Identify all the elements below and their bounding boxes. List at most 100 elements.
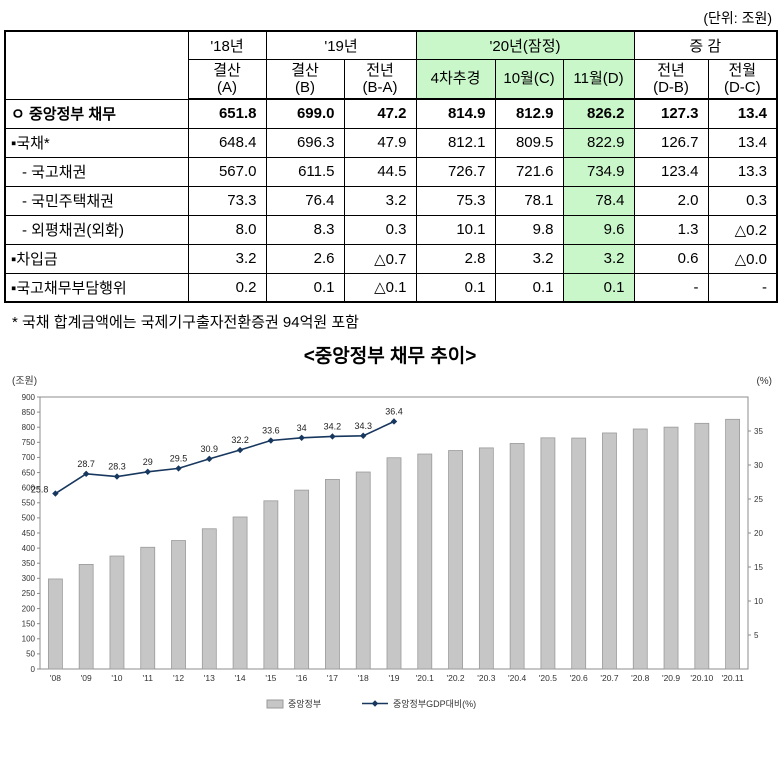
row-label: - 외평채권(외화) bbox=[4, 214, 189, 245]
col-sub-header: 11월(D) bbox=[562, 58, 635, 100]
table-body: ㅇ 중앙정부 채무 651.8 699.0 47.2 814.9 812.9 826.2 12… bbox=[4, 98, 778, 303]
cell-value: 0.1 bbox=[562, 272, 635, 303]
line-data-label: 25.8 bbox=[31, 485, 49, 495]
table-header: '18년 '19년 '20년(잠정) 증 감 결산 (A) 결산 (B) 전년 (B-A)… bbox=[4, 30, 778, 100]
right-tick-label: 30 bbox=[754, 461, 763, 470]
cell-value: 1.3 bbox=[633, 214, 709, 245]
table-header-groups: '18년 '19년 '20년(잠정) 증 감 bbox=[4, 30, 778, 100]
row-label: ▪차입금 bbox=[4, 243, 189, 274]
x-tick-label: '18 bbox=[358, 673, 369, 683]
cell-value: 9.8 bbox=[494, 214, 564, 245]
table-row: - 국민주택채권 73.3 76.4 3.2 75.3 78.1 78.4 2.0 0.3 bbox=[4, 185, 778, 216]
cell-value: 822.9 bbox=[562, 127, 635, 158]
unit-note: (단위: 조원) bbox=[703, 10, 772, 26]
bar bbox=[694, 422, 710, 670]
right-tick-label: 5 bbox=[754, 631, 759, 640]
line-marker-icon bbox=[175, 465, 182, 472]
col-sub-header: 10월(C) bbox=[494, 58, 564, 100]
line-marker-icon bbox=[82, 470, 90, 478]
chart-title: <중앙정부 채무 추이> bbox=[303, 346, 477, 367]
debt-table: '18년 '19년 '20년(잠정) 증 감 결산 (A) 결산 (B) 전년 (B-A)… bbox=[4, 30, 779, 303]
cell-value: 76.4 bbox=[265, 185, 345, 216]
bar bbox=[417, 453, 433, 670]
cell-value: 8.3 bbox=[265, 214, 345, 245]
line-data-label: 34 bbox=[297, 423, 307, 433]
x-tick-label: '20.1 bbox=[416, 673, 434, 683]
cell-value: 696.3 bbox=[265, 127, 345, 158]
cell-value: 75.3 bbox=[415, 185, 496, 216]
debt-chart: 0 50 100 150 200 250 300 350 400 450 500 550 600 650 7… bbox=[4, 367, 776, 723]
cell-value: 0.3 bbox=[707, 185, 778, 216]
cell-value: 8.0 bbox=[187, 214, 267, 245]
bar bbox=[325, 478, 340, 670]
x-tick-label: '16 bbox=[296, 673, 307, 683]
row-label: ㅇ 중앙정부 채무 bbox=[4, 98, 189, 129]
bar bbox=[294, 489, 310, 670]
table-row: ▪차입금 3.2 2.6 △0.7 2.8 3.2 3.2 0.6 △0.0 bbox=[4, 243, 778, 274]
table-header-sub: 결산 (A) 결산 (B) 전년 (B-A) 4차추경 10월(C) 11월(D) 전년 (… bbox=[5, 58, 778, 100]
x-tick-label: '08 bbox=[50, 673, 61, 683]
x-tick-label: '17 bbox=[327, 673, 338, 683]
left-tick-label: 750 bbox=[22, 438, 36, 447]
gdp-line bbox=[54, 420, 395, 495]
legend-bar-label: 중앙정부 bbox=[288, 698, 321, 709]
legend-line-marker-icon bbox=[371, 700, 379, 707]
footnote: * 국채 합계금액에는 국제기구출자전환증권 94억원 포함 bbox=[12, 314, 359, 331]
col-group-header bbox=[4, 30, 189, 100]
bar bbox=[386, 457, 402, 670]
x-tick-label: '20.9 bbox=[662, 673, 680, 683]
line-marker-icon bbox=[267, 437, 275, 444]
cell-value: 47.2 bbox=[343, 98, 417, 129]
bar bbox=[201, 528, 217, 670]
row-label: - 국고채권 bbox=[4, 156, 189, 187]
cell-value: 47.9 bbox=[343, 127, 417, 158]
line-marker-icon bbox=[206, 455, 213, 463]
cell-value: 44.5 bbox=[343, 156, 417, 187]
bar bbox=[140, 546, 156, 670]
x-tick-label: '20.3 bbox=[477, 673, 495, 683]
left-tick-label: 50 bbox=[26, 650, 35, 659]
left-tick-label: 150 bbox=[22, 619, 36, 628]
cell-value: 812.9 bbox=[494, 98, 564, 129]
x-tick-label: '19 bbox=[388, 673, 399, 683]
cell-value: 78.1 bbox=[494, 185, 564, 216]
bar bbox=[263, 500, 279, 670]
cell-value: 73.3 bbox=[187, 185, 267, 216]
cell-value: △0.0 bbox=[707, 243, 778, 274]
cell-value: 127.3 bbox=[633, 98, 709, 129]
cell-value: 13.4 bbox=[707, 98, 778, 129]
x-tick-label: '20.4 bbox=[508, 673, 526, 683]
left-tick-label: 550 bbox=[22, 499, 36, 508]
bar bbox=[540, 437, 556, 670]
left-tick-label: 900 bbox=[22, 393, 36, 402]
bar bbox=[171, 540, 186, 670]
col-sub-header: 전월 (D-C) bbox=[707, 58, 778, 100]
row-label: ▪국고채무부담행위 bbox=[4, 272, 189, 303]
cell-value: 567.0 bbox=[187, 156, 267, 187]
cell-value: 814.9 bbox=[415, 98, 496, 129]
cell-value: 0.2 bbox=[187, 272, 267, 303]
cell-value: - bbox=[707, 272, 778, 303]
left-axis-unit: (조원) bbox=[12, 375, 37, 387]
line-data-label: 34.3 bbox=[354, 421, 372, 431]
cell-value: 651.8 bbox=[187, 98, 267, 129]
bar bbox=[355, 471, 371, 670]
bar bbox=[509, 443, 525, 670]
line-marker-icon bbox=[144, 468, 151, 475]
x-tick-label: '09 bbox=[81, 673, 92, 683]
cell-value: 2.8 bbox=[415, 243, 496, 274]
x-tick-label: '11 bbox=[143, 673, 154, 683]
cell-value: 2.6 bbox=[265, 243, 345, 274]
line-data-label: 36.4 bbox=[385, 406, 403, 416]
cell-value: 2.0 bbox=[633, 185, 709, 216]
page: (단위: 조원) '18년 '19년 '20년(잠정) 증 감 결산 (A) 결산 (B… bbox=[4, 10, 779, 723]
cell-value: 0.1 bbox=[494, 272, 564, 303]
cell-value: 0.1 bbox=[265, 272, 345, 303]
x-tick-label: '15 bbox=[265, 673, 276, 683]
cell-value: 734.9 bbox=[562, 156, 635, 187]
x-tick-label: '12 bbox=[173, 673, 184, 683]
left-tick-label: 300 bbox=[22, 574, 36, 583]
col-sub-header: 전년 (B-A) bbox=[343, 58, 417, 100]
right-tick-label: 20 bbox=[754, 529, 763, 538]
table-row: - 국고채권 567.0 611.5 44.5 726.7 721.6 734.9 123.4… bbox=[4, 156, 778, 187]
